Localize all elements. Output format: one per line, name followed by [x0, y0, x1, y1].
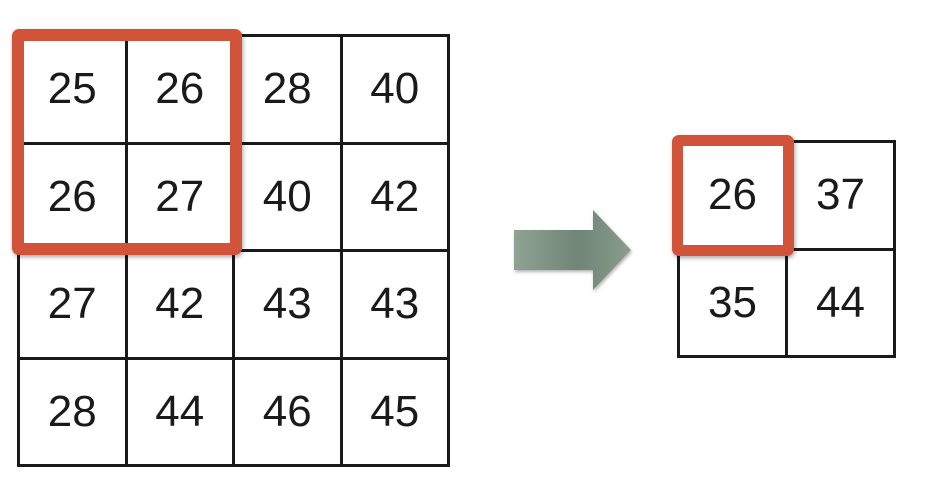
input-cell-r1-c4: 40 — [342, 37, 450, 145]
input-cell-r3-c1: 27 — [20, 252, 128, 360]
input-cell-r2-c1: 26 — [20, 144, 128, 252]
output-cell-r2-c2: 44 — [788, 250, 896, 358]
input-cell-r4-c1: 28 — [20, 359, 128, 467]
input-cell-r1-c3: 28 — [235, 37, 343, 145]
input-cell-r1-c1: 25 — [20, 37, 128, 145]
input-cell-r4-c2: 44 — [127, 359, 235, 467]
input-matrix: 25 26 28 40 26 27 40 42 27 42 43 43 28 4… — [17, 34, 450, 467]
input-cell-r4-c4: 45 — [342, 359, 450, 467]
input-cell-r4-c3: 46 — [235, 359, 343, 467]
output-cell-r2-c1: 35 — [680, 250, 788, 358]
output-cell-r1-c1: 26 — [680, 143, 788, 251]
input-cell-r3-c2: 42 — [127, 252, 235, 360]
input-cell-r2-c3: 40 — [235, 144, 343, 252]
input-cell-r2-c4: 42 — [342, 144, 450, 252]
output-cell-r1-c2: 37 — [788, 143, 896, 251]
input-cell-r1-c2: 26 — [127, 37, 235, 145]
input-cell-r2-c2: 27 — [127, 144, 235, 252]
input-cell-r3-c3: 43 — [235, 252, 343, 360]
input-cell-r3-c4: 43 — [342, 252, 450, 360]
right-arrow-icon — [514, 210, 631, 290]
output-matrix: 26 37 35 44 — [677, 140, 896, 358]
